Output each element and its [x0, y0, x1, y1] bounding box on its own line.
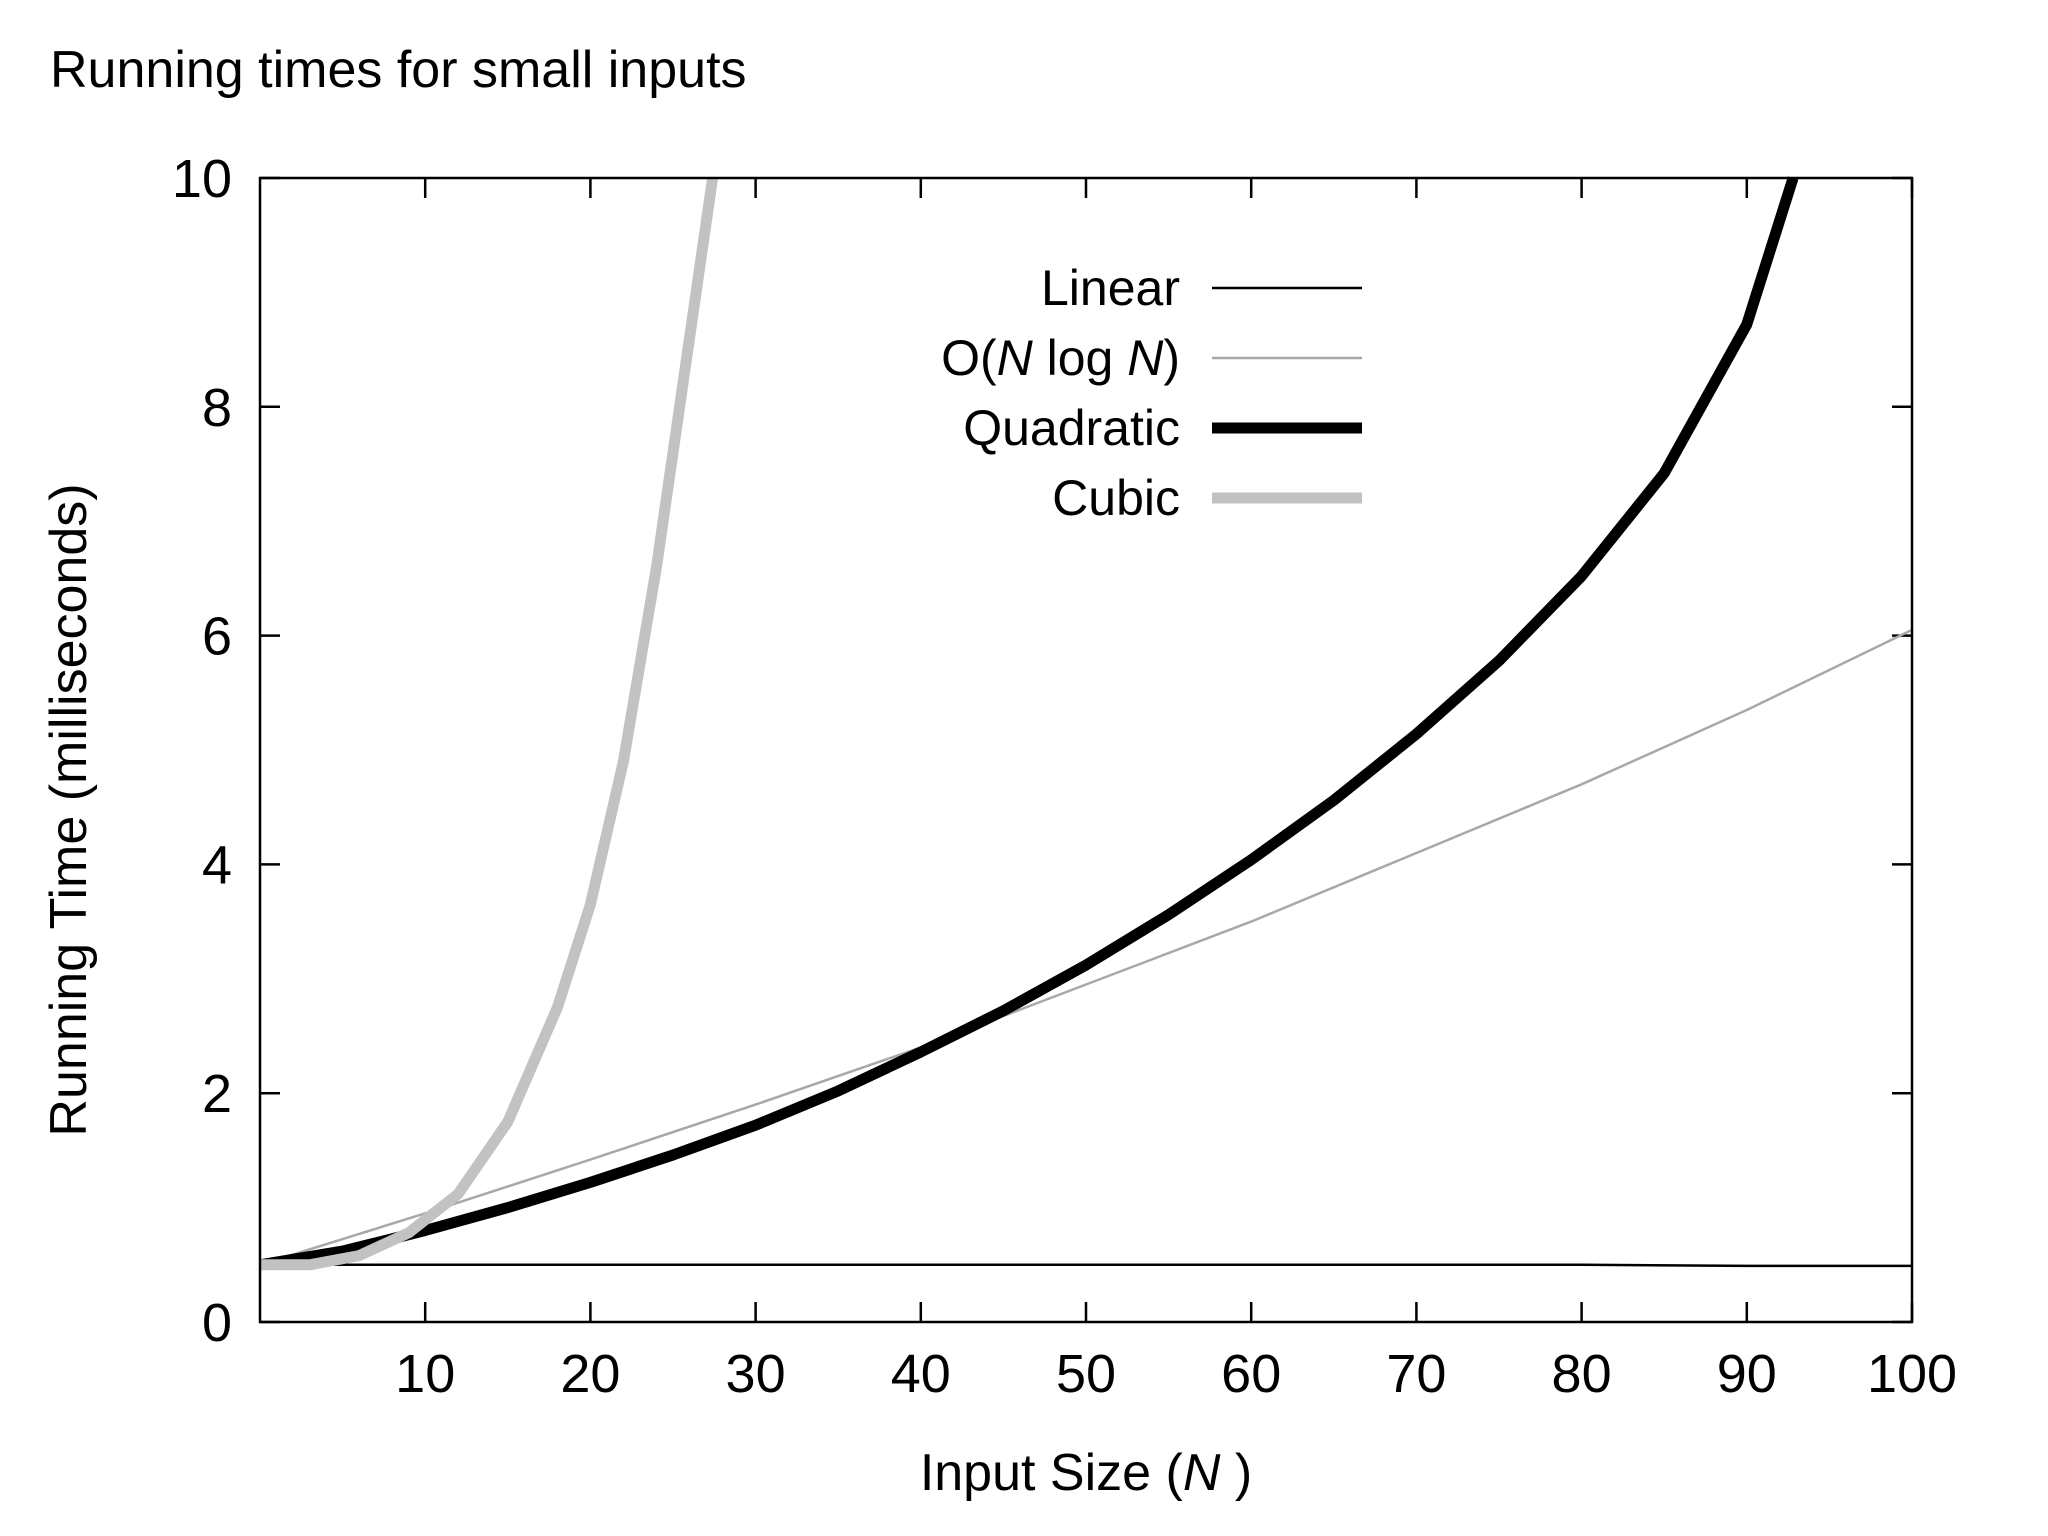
tick-labels: 10 20 30 40 50 60 70 80 90 100 0 2 4 6 8 10	[172, 149, 1957, 1404]
plot-frame	[258, 176, 1914, 1324]
series-line-cubic	[260, 177, 719, 1271]
x-tick-label: 70	[1386, 1344, 1446, 1404]
legend-label-linear: Linear	[1041, 260, 1180, 316]
legend-label-quadratic: Quadratic	[963, 400, 1180, 456]
x-tick-label: 100	[1867, 1344, 1957, 1404]
legend-label-cubic: Cubic	[1052, 470, 1180, 526]
x-tick-label: 10	[395, 1344, 455, 1404]
x-axis-label: Input Size (N )	[920, 1444, 1252, 1502]
y-tick-label: 0	[202, 1293, 232, 1353]
x-tick-label: 20	[560, 1344, 620, 1404]
legend: Linear O(N log N) Quadratic Cubic	[941, 260, 1362, 526]
page-title: Running times for small inputs	[50, 41, 747, 99]
series-line-quadratic	[259, 176, 1799, 1271]
legend-label-o-n-log-n: O(N log N)	[941, 330, 1180, 386]
x-tick-label: 60	[1221, 1344, 1281, 1404]
x-tick-label: 40	[891, 1344, 951, 1404]
y-tick-label: 6	[202, 607, 232, 667]
y-tick-label: 2	[202, 1064, 232, 1124]
series-group	[259, 176, 1913, 1271]
y-tick-label: 4	[202, 835, 232, 895]
x-tick-label: 30	[726, 1344, 786, 1404]
x-tick-label: 90	[1717, 1344, 1777, 1404]
series-line-linear	[260, 1263, 1912, 1268]
y-tick-label: 8	[202, 378, 232, 438]
y-axis-label: Running Time (milliseconds)	[40, 483, 98, 1136]
x-tick-label: 80	[1552, 1344, 1612, 1404]
series-line-o-n-log-n	[259, 628, 1913, 1266]
x-tick-label: 50	[1056, 1344, 1116, 1404]
y-tick-label: 10	[172, 149, 232, 209]
